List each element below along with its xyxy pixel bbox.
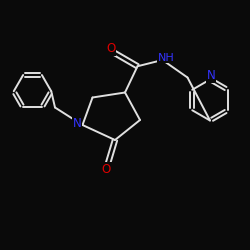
Text: O: O (102, 163, 111, 176)
Text: NH: NH (158, 52, 174, 62)
Text: N: N (207, 69, 216, 82)
Text: O: O (106, 42, 116, 55)
Text: N: N (72, 117, 81, 130)
